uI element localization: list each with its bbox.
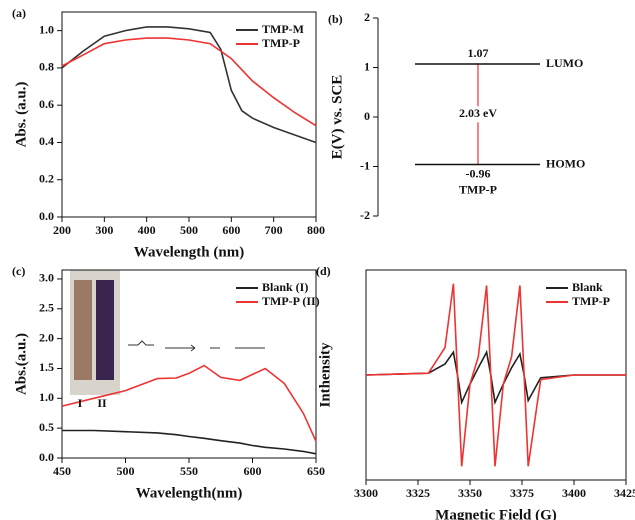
y-tick-label: 2.0 (39, 330, 54, 344)
y-tick-label: 2.5 (39, 301, 54, 315)
x-tick-label: 500 (180, 223, 198, 237)
x-tick-label: 700 (265, 223, 283, 237)
y-tick-label: 0.2 (39, 171, 54, 185)
y-tick-label: 1.0 (39, 22, 54, 36)
inset-label: II (97, 396, 107, 410)
x-tick-label: 200 (53, 223, 71, 237)
level-name: HOMO (546, 156, 585, 170)
gap-label-bg (454, 106, 502, 123)
x-tick-label: 3375 (510, 486, 534, 500)
y-tick-label: 3.0 (39, 271, 54, 285)
x-axis-title: Wavelength (nm) (134, 244, 244, 260)
x-tick-label: 300 (95, 223, 113, 237)
legend-label: TMP-P (II) (262, 294, 320, 308)
x-tick-label: 500 (117, 464, 135, 478)
y-tick-label: 0.0 (39, 450, 54, 464)
x-axis-title: Wavelength(nm) (136, 485, 243, 501)
legend-label: Blank (572, 280, 603, 294)
reaction-scheme (128, 340, 265, 352)
panel-label: (c) (12, 264, 25, 278)
level-name: LUMO (546, 56, 583, 70)
panel-label: (b) (328, 12, 343, 26)
vial-tmp-p (96, 280, 114, 380)
y-tick-label: 0.4 (39, 134, 54, 148)
y-tick-label: -1 (360, 158, 370, 172)
x-tick-label: 800 (307, 223, 325, 237)
panel-label: (a) (12, 6, 26, 20)
x-axis-title: Magnetic Field (G) (435, 507, 557, 520)
y-tick-label: 1 (364, 59, 370, 73)
x-tick-label: 450 (53, 464, 71, 478)
legend-label: TMP-P (262, 36, 300, 50)
x-tick-label: 3425 (614, 486, 635, 500)
panel-label: (d) (316, 264, 331, 278)
vial-blank (74, 280, 92, 380)
series-line (62, 429, 317, 455)
x-tick-label: 3325 (406, 486, 430, 500)
x-tick-label: 3350 (458, 486, 482, 500)
level-value: 1.07 (468, 46, 489, 60)
series-line (61, 26, 317, 144)
legend-label: TMP-P (572, 294, 610, 308)
legend-label: TMP-M (262, 22, 304, 36)
series-line (365, 283, 626, 467)
y-tick-label: 2 (364, 10, 370, 24)
y-tick-label: -2 (360, 208, 370, 222)
x-tick-label: 600 (244, 464, 262, 478)
level-value: -0.96 (466, 166, 491, 180)
y-tick-label: 1.0 (39, 390, 54, 404)
y-tick-label: 0.6 (39, 97, 54, 111)
y-tick-label: 0.8 (39, 60, 54, 74)
y-axis-title: Abs. (a.u.) (13, 82, 29, 148)
x-tick-label: 650 (307, 464, 325, 478)
inset-label: I (78, 396, 83, 410)
y-tick-label: 0.0 (39, 209, 54, 223)
x-tick-label: 600 (222, 223, 240, 237)
y-axis-title: Abs.(a.u.) (13, 333, 29, 395)
inset-photo (70, 270, 265, 395)
y-tick-label: 0.5 (39, 420, 54, 434)
compound-label: TMP-P (459, 182, 497, 196)
series-line (61, 37, 317, 127)
y-tick-label: 1.5 (39, 360, 54, 374)
x-tick-label: 3400 (562, 486, 586, 500)
gap-label: 2.03 eV (459, 106, 497, 120)
y-axis-title: Inthensity (317, 342, 333, 408)
legend-label: Blank (I) (262, 280, 308, 294)
x-tick-label: 3300 (354, 486, 378, 500)
y-tick-label: 0 (364, 109, 370, 123)
x-tick-label: 400 (138, 223, 156, 237)
y-axis-title: E(V) vs. SCE (329, 75, 345, 160)
series-line (61, 364, 317, 442)
x-tick-label: 550 (180, 464, 198, 478)
series-line (365, 349, 626, 406)
